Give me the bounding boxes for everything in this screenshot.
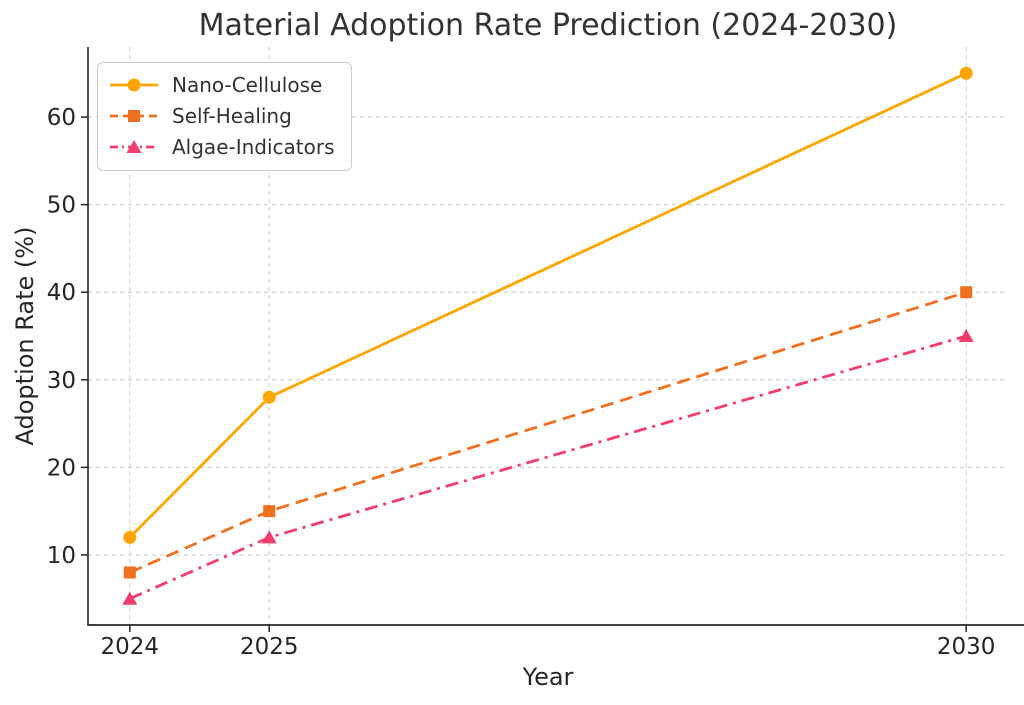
legend: Nano-Cellulose Self-Healing Algae-Indica… — [97, 62, 352, 171]
y-tick-label: 40 — [47, 280, 76, 306]
x-axis-label: Year — [522, 663, 574, 691]
y-axis-label: Adoption Rate (%) — [11, 226, 39, 446]
y-tick-label: 50 — [47, 193, 76, 219]
data-point-marker — [123, 530, 137, 544]
legend-line-triangle-icon — [110, 139, 158, 153]
x-tick-label: 2030 — [937, 634, 996, 660]
chart-title: Material Adoption Rate Prediction (2024-… — [198, 8, 898, 43]
y-tick-label: 30 — [47, 368, 76, 394]
series-self-healing — [123, 286, 973, 579]
legend-item-label: Algae-Indicators — [172, 134, 335, 159]
legend-line-square-icon — [110, 109, 158, 122]
data-point-marker — [126, 139, 142, 153]
legend-item-label: Self-Healing — [172, 103, 292, 128]
data-point-marker — [263, 505, 276, 518]
series-algae-indicators — [122, 329, 974, 605]
y-tick-label: 20 — [47, 455, 76, 481]
data-point-marker — [960, 286, 973, 299]
series-line — [129, 290, 967, 574]
y-tick-label: 60 — [47, 105, 76, 131]
x-tick-label: 2025 — [240, 634, 299, 660]
data-point-marker — [261, 530, 277, 544]
y-tick-label: 10 — [47, 543, 76, 569]
legend-item-self-healing: Self-Healing — [108, 100, 335, 131]
data-point-marker — [958, 329, 974, 342]
series-nano-cellulose — [123, 66, 973, 544]
legend-item-algae-indicators: Algae-Indicators — [108, 131, 335, 162]
legend-item-label: Nano-Cellulose — [172, 72, 323, 97]
data-point-marker — [128, 109, 140, 122]
x-tick-label: 2024 — [101, 634, 160, 660]
legend-line-circle-icon — [110, 78, 158, 91]
data-point-marker — [123, 566, 136, 579]
legend-item-nano-cellulose: Nano-Cellulose — [108, 69, 335, 100]
data-point-marker — [959, 66, 973, 80]
data-point-marker — [122, 591, 138, 605]
data-point-marker — [262, 390, 276, 404]
data-point-marker — [127, 78, 141, 91]
